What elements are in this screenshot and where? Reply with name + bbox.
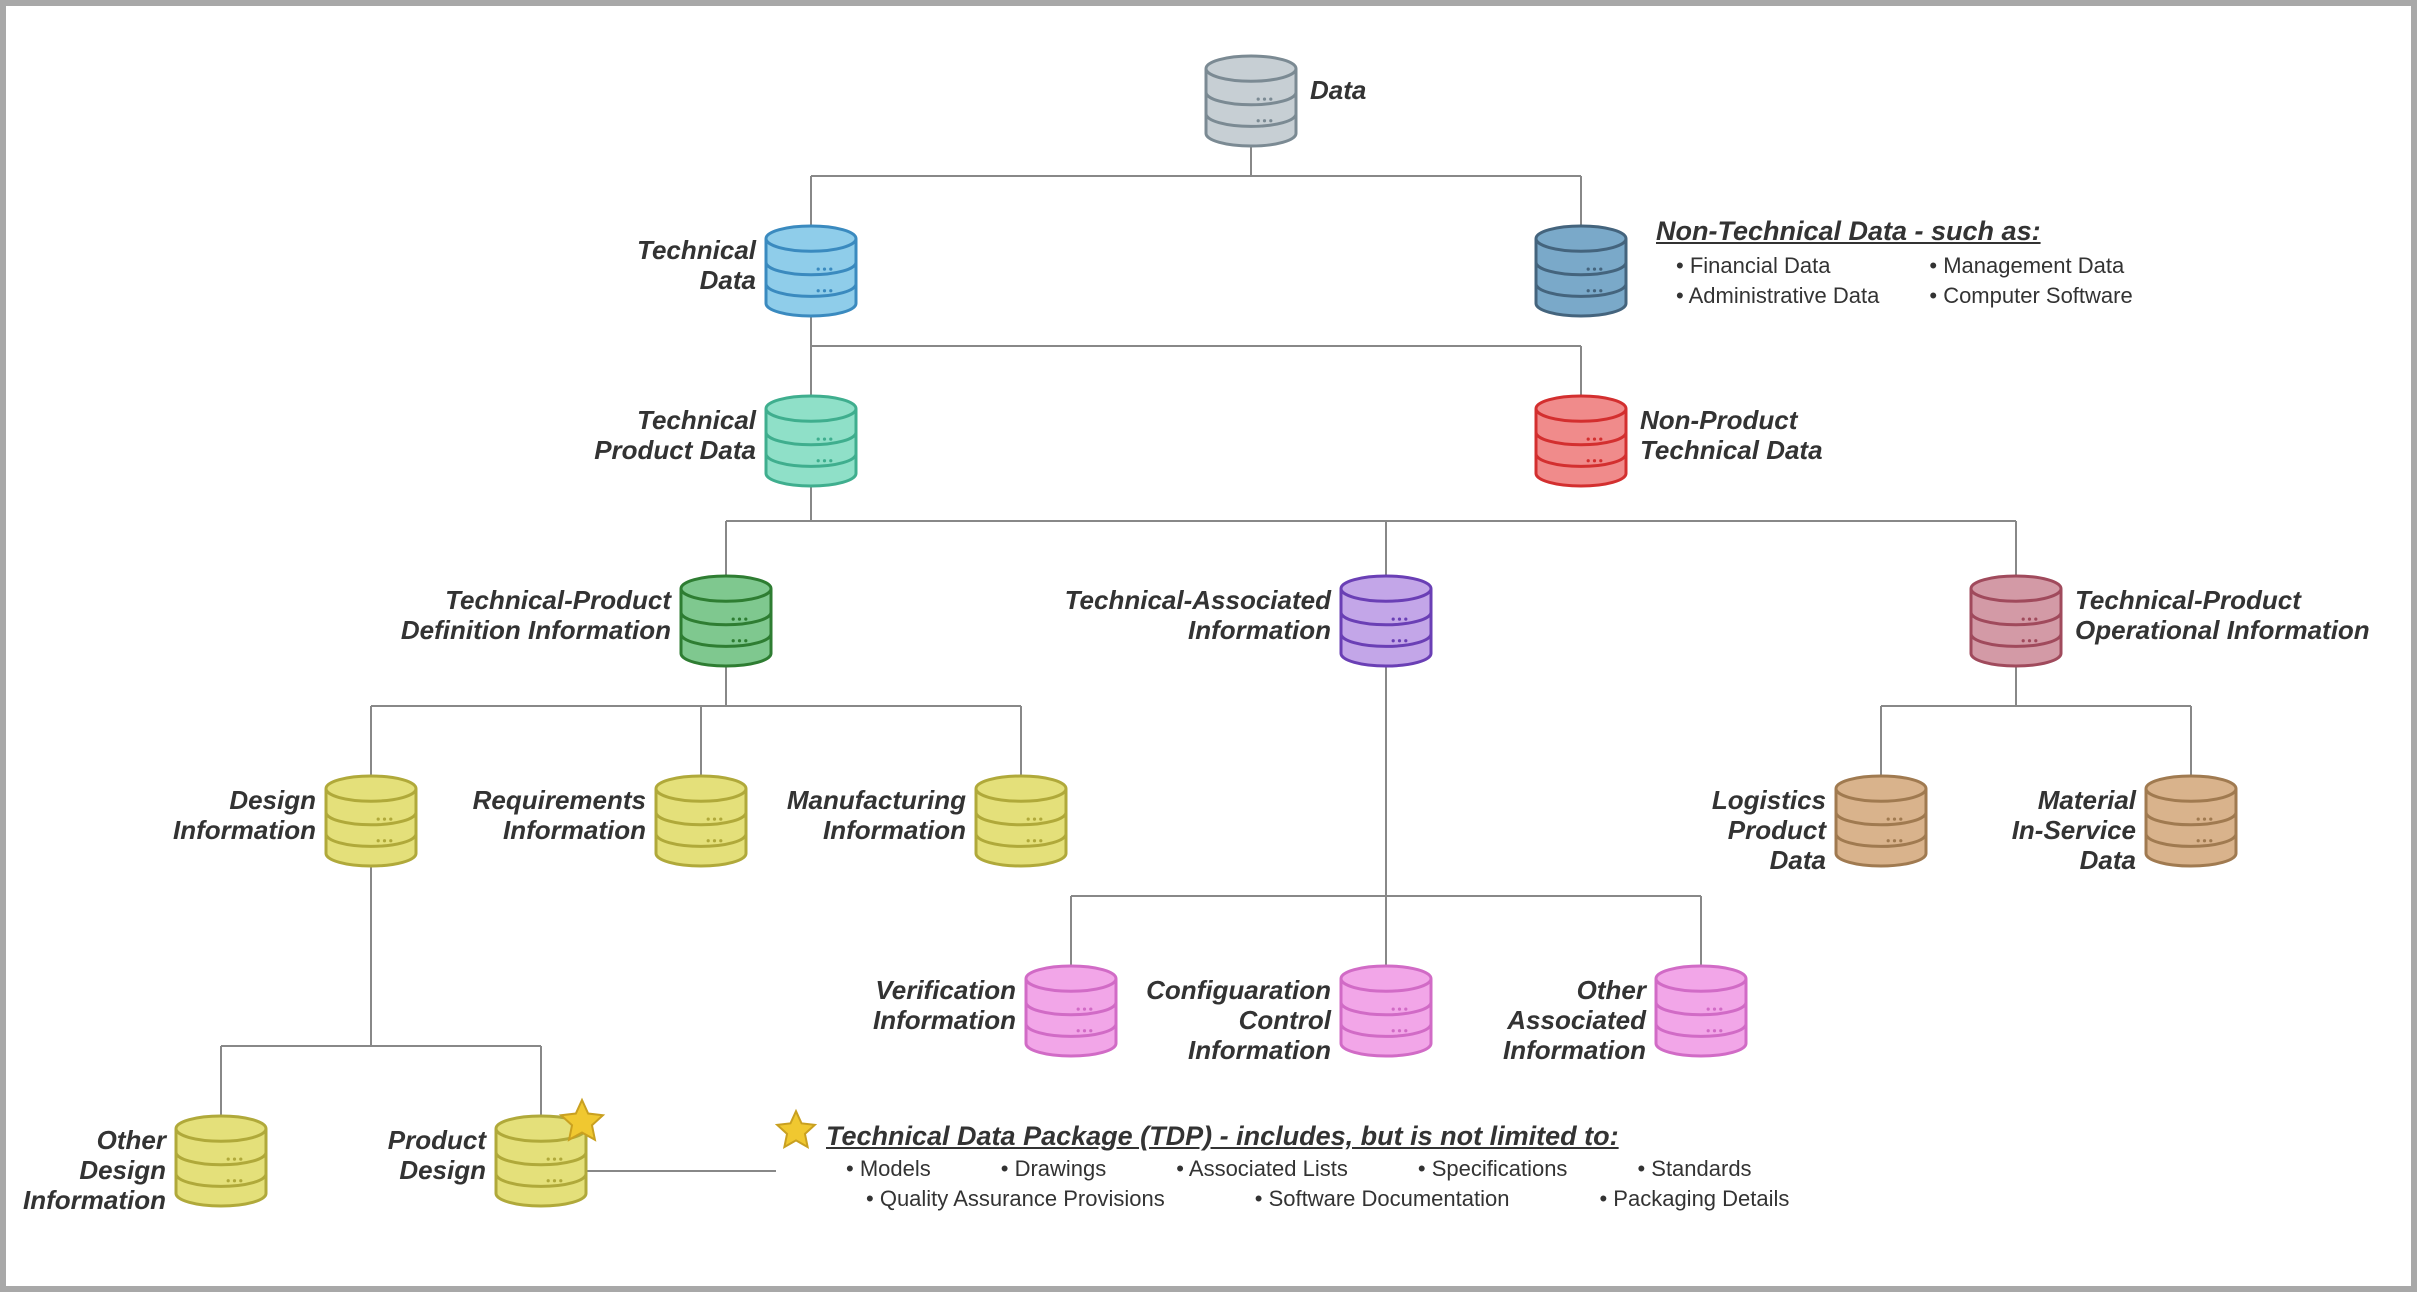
callout-tdp-row2: Quality Assurance ProvisionsSoftware Doc… [866, 1184, 2326, 1214]
db-icon-tpoi [1971, 576, 2061, 666]
callout-nontech: Non-Technical Data - such as: Financial … [1656, 216, 2133, 310]
label-other_assoc: OtherAssociatedInformation [1503, 976, 1646, 1066]
label-nonproduct_tech: Non-ProductTechnical Data [1640, 406, 1823, 466]
label-data: Data [1310, 76, 1366, 106]
diagram-frame: Data TechnicalData TechnicalProduct Data No… [0, 0, 2417, 1292]
db-icon-other_design [176, 1116, 266, 1206]
label-tpoi: Technical-ProductOperational Information [2075, 586, 2370, 646]
db-icon-material [2146, 776, 2236, 866]
label-tech_product_data: TechnicalProduct Data [594, 406, 756, 466]
label-product_design: ProductDesign [388, 1126, 486, 1186]
diagram-svg [6, 6, 2411, 1286]
label-logistics: LogisticsProductData [1712, 786, 1826, 876]
db-icon-tpdi [681, 576, 771, 666]
label-verification: VerificationInformation [873, 976, 1016, 1036]
label-mfg_info: ManufacturingInformation [787, 786, 966, 846]
db-icon-mfg_info [976, 776, 1066, 866]
db-icon-technical_data [766, 226, 856, 316]
callout-tdp-title: Technical Data Package (TDP) - includes,… [826, 1121, 2326, 1152]
db-icon-tech_product_data [766, 396, 856, 486]
label-material: MaterialIn-ServiceData [2012, 786, 2136, 876]
db-icon-req_info [656, 776, 746, 866]
label-technical_data: TechnicalData [637, 236, 756, 296]
callout-nontech-col2: Management DataComputer Software [1929, 251, 2132, 310]
db-icon-tai [1341, 576, 1431, 666]
callout-nontech-col1: Financial DataAdministrative Data [1676, 251, 1879, 310]
label-config_ctrl: ConfiguarationControlInformation [1146, 976, 1331, 1066]
label-tpdi: Technical-ProductDefinition Information [401, 586, 671, 646]
callout-tdp: Technical Data Package (TDP) - includes,… [826, 1121, 2326, 1213]
callout-nontech-title: Non-Technical Data - such as: [1656, 216, 2133, 247]
db-icon-nonproduct_tech [1536, 396, 1626, 486]
star-icon [777, 1111, 815, 1147]
db-icon-verification [1026, 966, 1116, 1056]
db-icon-config_ctrl [1341, 966, 1431, 1056]
label-other_design: OtherDesignInformation [23, 1126, 166, 1216]
label-tai: Technical-AssociatedInformation [1065, 586, 1331, 646]
label-req_info: RequirementsInformation [473, 786, 646, 846]
db-icon-other_assoc [1656, 966, 1746, 1056]
db-icon-design_info [326, 776, 416, 866]
db-icon-nontech_data [1536, 226, 1626, 316]
callout-tdp-row1: ModelsDrawingsAssociated ListsSpecificat… [846, 1154, 2326, 1184]
label-design_info: DesignInformation [173, 786, 316, 846]
db-icon-data [1206, 56, 1296, 146]
db-icon-logistics [1836, 776, 1926, 866]
